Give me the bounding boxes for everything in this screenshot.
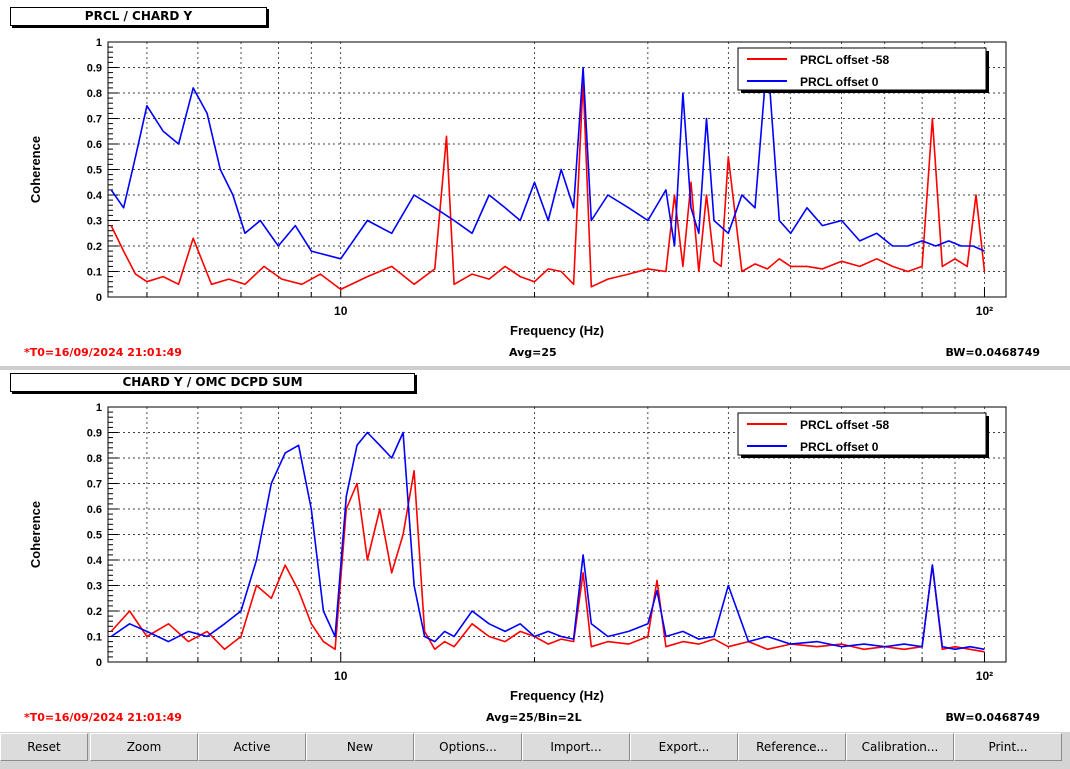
avg-label: Avg=25/Bin=2L: [486, 711, 582, 724]
legend-box: [737, 412, 987, 456]
y-tick-label: 0.9: [87, 63, 102, 75]
y-tick-label: 0.2: [87, 241, 102, 253]
y-axis-label: Coherence: [28, 501, 43, 568]
zoom-button[interactable]: Zoom: [90, 733, 198, 761]
chart-panel-top[interactable]: PRCL / CHARD Y 0 0.1 0.2 0.3 0.4 0.5 0.6 0.7 0.8…: [0, 0, 1070, 366]
series-line-red: [110, 79, 986, 291]
bw-label: BW=0.0468749: [945, 346, 1040, 359]
y-tick-label: 0.8: [87, 453, 102, 465]
export-button[interactable]: Export...: [630, 733, 738, 761]
legend-label: PRCL offset 0: [800, 75, 879, 89]
y-tick-label: 1: [96, 402, 102, 414]
legend-label: PRCL offset -58: [800, 53, 889, 67]
panel-title: CHARD Y / OMC DCPD SUM: [10, 373, 415, 392]
y-tick-label: 0.8: [87, 88, 102, 100]
print-button[interactable]: Print...: [954, 733, 1062, 761]
y-tick-label: 0.6: [87, 504, 102, 516]
y-tick-label: 0.6: [87, 139, 102, 151]
y-tick-label: 1: [96, 37, 102, 49]
legend-label: PRCL offset -58: [800, 418, 889, 432]
y-tick-label: 0.5: [87, 530, 102, 542]
t0-label: *T0=16/09/2024 21:01:49: [24, 346, 182, 359]
x-tick-label: 10²: [976, 669, 993, 683]
options-button[interactable]: Options...: [414, 733, 522, 761]
x-axis-label: Frequency (Hz): [510, 323, 604, 338]
series-line-blue: [110, 431, 985, 651]
chart-panel-bottom[interactable]: CHARD Y / OMC DCPD SUM 0 0.1 0.2 0.3 0.4 0.5 0…: [0, 370, 1070, 732]
calibration-button[interactable]: Calibration...: [846, 733, 954, 761]
y-tick-label: 0.5: [87, 165, 102, 177]
y-tick-label: 0.3: [87, 216, 102, 228]
y-tick-label: 0.7: [87, 479, 102, 491]
toolbar: Reset Zoom Active New Options... Import.…: [0, 732, 1070, 769]
legend-label: PRCL offset 0: [800, 440, 879, 454]
series-line-red: [110, 470, 985, 653]
x-tick-label: 10: [334, 304, 348, 318]
panel-separator: [0, 366, 1070, 370]
new-button[interactable]: New: [306, 733, 414, 761]
t0-label: *T0=16/09/2024 21:01:49: [24, 711, 182, 724]
series-line-blue: [110, 53, 985, 260]
reset-button[interactable]: Reset: [0, 733, 88, 761]
coherence-chart-bottom[interactable]: 0 0.1 0.2 0.3 0.4 0.5 0.6 0.7 0.8 0.9 1 10 10² Freque…: [0, 370, 1070, 732]
x-axis-label: Frequency (Hz): [510, 688, 604, 703]
y-tick-label: 0: [96, 657, 102, 669]
x-tick-label: 10²: [976, 304, 993, 318]
import-button[interactable]: Import...: [522, 733, 630, 761]
legend-box: [737, 47, 987, 91]
plot-frame: [107, 41, 1007, 298]
panel-title: PRCL / CHARD Y: [10, 7, 267, 26]
x-tick-label: 10: [334, 669, 348, 683]
coherence-chart-top[interactable]: 0 0.1 0.2 0.3 0.4 0.5 0.6 0.7 0.8 0.9 1 10 10² Freque…: [0, 0, 1070, 366]
y-tick-label: 0.7: [87, 114, 102, 126]
y-tick-label: 0.9: [87, 428, 102, 440]
y-tick-label: 0.4: [87, 555, 103, 567]
active-button[interactable]: Active: [198, 733, 306, 761]
y-tick-label: 0: [96, 292, 102, 304]
bw-label: BW=0.0468749: [945, 711, 1040, 724]
y-tick-label: 0.4: [87, 190, 103, 202]
plot-frame: [107, 406, 1007, 663]
y-tick-label: 0.1: [87, 267, 102, 279]
y-tick-label: 0.1: [87, 632, 102, 644]
reference-button[interactable]: Reference...: [738, 733, 846, 761]
y-tick-label: 0.2: [87, 606, 102, 618]
y-tick-label: 0.3: [87, 581, 102, 593]
y-axis-label: Coherence: [28, 136, 43, 203]
avg-label: Avg=25: [509, 346, 557, 359]
